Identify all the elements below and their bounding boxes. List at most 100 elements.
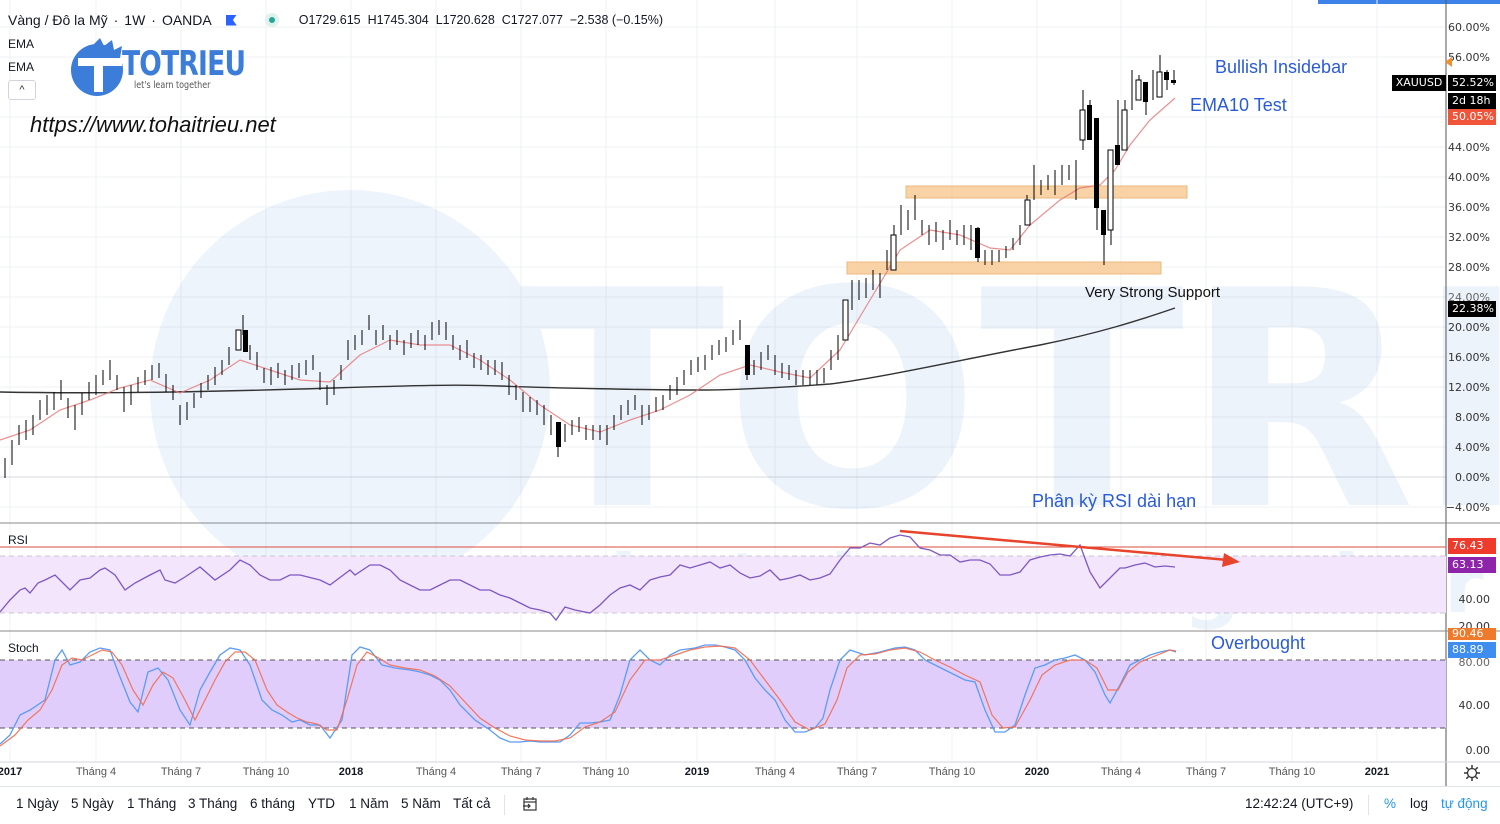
- low-label: L: [435, 13, 443, 27]
- go-to-date-icon[interactable]: [522, 796, 538, 812]
- range-5-day-button[interactable]: 5 Ngày: [71, 796, 114, 811]
- price-label: 40.00%: [1448, 171, 1490, 184]
- brand-logo: TOTRIEU let's learn together: [70, 36, 246, 98]
- percent-scale-toggle[interactable]: %: [1384, 796, 1397, 811]
- time-label: 2020: [1024, 766, 1050, 778]
- indicator-ema-1[interactable]: EMA: [8, 37, 35, 51]
- stoch-axis-label: 80.00: [1458, 656, 1491, 669]
- change-value: −2.538 (−0.15%): [569, 13, 663, 27]
- rsi-band: [0, 556, 1446, 613]
- range-1-month-button[interactable]: 1 Tháng: [127, 796, 177, 811]
- time-label: Tháng 7: [500, 766, 542, 778]
- time-label: Tháng 10: [1268, 766, 1316, 778]
- price-label: 16.00%: [1448, 351, 1490, 364]
- support-zone: [846, 261, 1162, 275]
- time-label: Tháng 4: [1100, 766, 1142, 778]
- rsi-level-tag: 76.43: [1448, 538, 1496, 554]
- price-label: 24.00%: [1448, 291, 1490, 304]
- auto-scale-toggle[interactable]: tự động: [1441, 796, 1488, 811]
- resistance-zone: [905, 185, 1188, 199]
- stoch-title[interactable]: Stoch: [8, 641, 39, 655]
- stoch-band: [0, 660, 1446, 728]
- price-label: 28.00%: [1448, 261, 1490, 274]
- stoch-axis-label: 40.00: [1458, 699, 1491, 712]
- grid-vertical: [9, 0, 1378, 762]
- price-label: 4.00%: [1455, 441, 1490, 454]
- range-all-button[interactable]: Tất cả: [453, 796, 491, 811]
- annotation-rsi-divergence[interactable]: Phân kỳ RSI dài hạn: [1032, 491, 1197, 511]
- bottom-toolbar: 1 Ngày 5 Ngày 1 Tháng 3 Tháng 6 tháng YT…: [0, 786, 1500, 823]
- close-value: 1727.077: [510, 13, 563, 27]
- candle-bodies: [235, 71, 1176, 447]
- log-scale-toggle[interactable]: log: [1410, 796, 1429, 811]
- chart-legend: Vàng / Đô la Mỹ · 1W · OANDA O1729.615 H…: [8, 12, 663, 28]
- time-label: Tháng 4: [75, 766, 117, 778]
- alert-marker-icon: [1445, 57, 1452, 67]
- ohlc-values: O1729.615 H1745.304 L1720.628 C1727.077 …: [299, 13, 663, 27]
- annotation-bullish-insidebar[interactable]: Bullish Insidebar: [1215, 57, 1348, 77]
- time-label: Tháng 4: [754, 766, 796, 778]
- time-label: 2018: [338, 766, 364, 778]
- time-label: 2021: [1364, 766, 1390, 778]
- price-label: 0.00%: [1455, 471, 1490, 484]
- price-label: 8.00%: [1455, 411, 1490, 424]
- logo-tagline: let's learn together: [134, 80, 211, 91]
- toolbar-divider: [504, 795, 505, 815]
- range-3-month-button[interactable]: 3 Tháng: [188, 796, 238, 811]
- interval-label[interactable]: 1W: [124, 12, 146, 28]
- range-1-day-button[interactable]: 1 Ngày: [16, 796, 59, 811]
- time-label: Tháng 7: [160, 766, 202, 778]
- price-label: 60.00%: [1448, 21, 1490, 34]
- range-1-year-button[interactable]: 1 Năm: [349, 796, 389, 811]
- svg-text:TOTRIEU: TOTRIEU: [520, 227, 1500, 576]
- range-ytd-button[interactable]: YTD: [308, 796, 335, 811]
- rsi-divergence-arrow: [899, 529, 1229, 562]
- rsi-value-tag: 63.13: [1448, 557, 1496, 573]
- price-label: 32.00%: [1448, 231, 1490, 244]
- bar-countdown-tag: 2d 18h: [1448, 93, 1496, 109]
- symbol-name[interactable]: Vàng / Đô la Mỹ: [8, 12, 108, 28]
- stoch-axis-label: 0.00: [1465, 744, 1491, 757]
- high-label: H: [367, 13, 377, 27]
- price-label: 36.00%: [1448, 201, 1490, 214]
- current-price-tag: 52.52%: [1448, 75, 1496, 91]
- exchange-label: OANDA: [161, 12, 212, 28]
- settings-gear-icon[interactable]: [1463, 764, 1481, 782]
- annotation-very-strong-support[interactable]: Very Strong Support: [1085, 284, 1221, 301]
- annotation-overbought[interactable]: Overbought: [1211, 633, 1306, 653]
- chart-canvas[interactable]: TOTRIEU let's learn together: [0, 0, 1500, 786]
- close-label: C: [501, 13, 511, 27]
- rsi-title[interactable]: RSI: [8, 533, 29, 547]
- logo-flame-icon: [71, 38, 123, 96]
- rsi-axis-label: 40.00: [1458, 593, 1491, 606]
- price-label: 12.00%: [1448, 381, 1490, 394]
- ema-short-tag: 50.05%: [1448, 109, 1496, 125]
- time-label: 2017: [0, 766, 23, 778]
- stoch-k-line: [0, 644, 1177, 745]
- annotation-ema10-test[interactable]: EMA10 Test: [1190, 95, 1287, 115]
- range-6-month-button[interactable]: 6 tháng: [250, 796, 296, 811]
- time-label: Tháng 7: [1185, 766, 1227, 778]
- ema-long-line: [0, 307, 1176, 394]
- ema-long-tag: 22.38%: [1448, 301, 1496, 317]
- collapse-indicators-button[interactable]: ^: [8, 80, 36, 100]
- candlestick-series: [4, 55, 1175, 478]
- low-value: 1720.628: [442, 13, 495, 27]
- separator-dot: ·: [151, 12, 156, 28]
- arrow-head-icon: [1222, 553, 1240, 567]
- flag-icon[interactable]: [225, 14, 237, 26]
- time-label: Tháng 10: [582, 766, 630, 778]
- price-label: 56.00%: [1448, 51, 1490, 64]
- range-5-year-button[interactable]: 5 Năm: [401, 796, 441, 811]
- clock-timezone[interactable]: 12:42:24 (UTC+9): [1245, 796, 1354, 811]
- time-label: Tháng 10: [928, 766, 976, 778]
- price-label: 20.00%: [1448, 321, 1490, 334]
- indicator-ema-2[interactable]: EMA: [8, 60, 35, 74]
- stoch-k-tag: 88.89: [1448, 642, 1496, 658]
- market-status-icon: [264, 13, 279, 27]
- symbol-tag: XAUUSD: [1392, 75, 1446, 91]
- separator-dot: ·: [113, 12, 119, 28]
- grid-horizontal: [0, 26, 1446, 508]
- time-label: Tháng 7: [836, 766, 878, 778]
- stoch-d-tag: 90.46: [1448, 628, 1496, 640]
